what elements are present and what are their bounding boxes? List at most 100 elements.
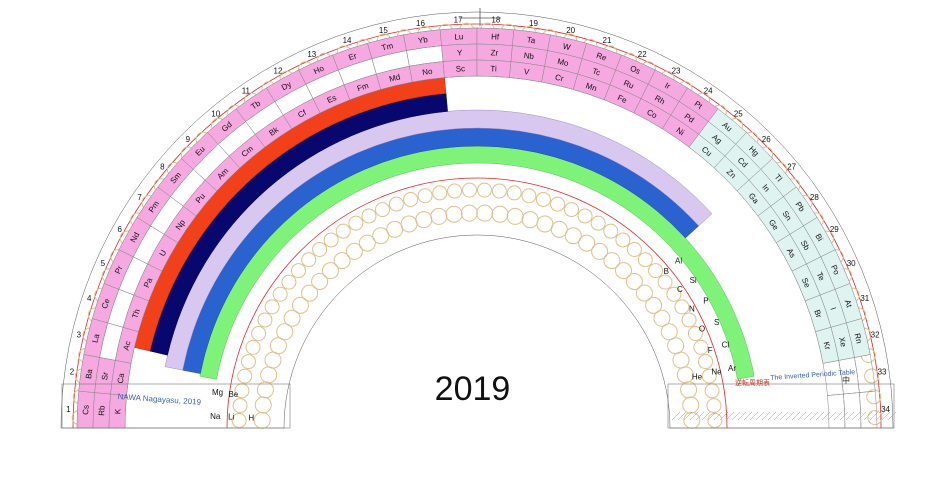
ornament-rosette <box>706 398 722 414</box>
element-symbol: Cr <box>554 73 565 84</box>
ornament-rosette <box>432 185 448 201</box>
element-symbol: C <box>677 285 683 294</box>
ornament-rosette <box>272 286 288 302</box>
hatch-line <box>809 411 819 421</box>
element-symbol: W <box>562 42 572 53</box>
hatch-line <box>773 411 783 421</box>
ornament-rosette <box>653 309 671 327</box>
group-number: 15 <box>379 26 388 35</box>
ornament-rosette <box>358 234 376 252</box>
ornament-rosette <box>578 234 596 252</box>
group-number: 5 <box>101 259 106 268</box>
hatch-line <box>755 411 765 421</box>
ornament-rosette <box>254 396 272 414</box>
element-symbol: Os <box>629 64 642 76</box>
hatch-line <box>779 411 789 421</box>
ornament-rosette <box>264 299 280 315</box>
ornament-rosette <box>388 196 404 212</box>
element-symbol: Cs <box>81 405 90 415</box>
element-symbol: As <box>785 247 797 260</box>
ornament-rosette <box>491 205 509 223</box>
ornament-rosette <box>445 205 463 223</box>
element-symbol: Mg <box>212 388 223 397</box>
group-number: 26 <box>762 135 771 144</box>
group-number: 4 <box>87 294 92 303</box>
element-symbol: Yb <box>417 35 428 45</box>
element-symbol: In <box>760 183 771 194</box>
element-cell <box>110 360 132 396</box>
element-symbol: La <box>90 332 101 343</box>
ornament-rosette <box>866 389 882 405</box>
hatch-line <box>833 411 843 421</box>
element-symbol: F <box>708 346 713 355</box>
element-symbol: Zr <box>490 48 498 57</box>
hatch-line <box>863 411 873 421</box>
ornament-rosette <box>707 413 723 429</box>
element-symbol: Na <box>210 412 221 421</box>
element-symbol: Ne <box>711 368 722 377</box>
element-symbol: Sc <box>456 64 466 73</box>
hatch-line <box>719 411 729 421</box>
hatch-line <box>695 411 705 421</box>
element-symbol: K <box>113 408 122 414</box>
element-symbol: Tl <box>773 172 784 183</box>
element-symbol: Tm <box>381 41 395 52</box>
element-symbol: Hf <box>491 32 500 41</box>
ornament-rosette <box>283 309 301 327</box>
element-symbol: B <box>664 267 669 276</box>
element-symbol: Dy <box>280 80 293 93</box>
hatch-line <box>785 411 795 421</box>
ornament-rosette <box>321 262 339 280</box>
ornament-rosette <box>550 196 566 212</box>
hatch-line <box>737 411 747 421</box>
ornament-rosette <box>506 185 522 201</box>
element-symbol: Sb <box>799 239 812 252</box>
hatch-line <box>797 411 807 421</box>
ornament-rosette <box>281 274 297 290</box>
ornament-rosette <box>251 325 267 341</box>
ornament-rosette <box>312 241 328 257</box>
element-symbol: S <box>714 318 719 327</box>
element-symbol: Ce <box>100 297 112 310</box>
base-left <box>61 383 291 429</box>
hatch-line <box>869 411 879 421</box>
group-number: 23 <box>672 67 681 76</box>
table-title-jp: 逆転周期表 <box>735 379 770 387</box>
element-symbol: Ca <box>116 372 126 384</box>
ornament-rosette <box>590 215 606 231</box>
ornament-rosette <box>603 223 619 239</box>
ornament-rosette <box>232 398 248 414</box>
hatch-line <box>683 411 693 421</box>
ornament-rosette <box>253 411 271 429</box>
element-symbol: Y <box>457 48 463 57</box>
ornament-rosette <box>491 183 507 199</box>
group-number: 22 <box>638 50 647 59</box>
element-symbol: Nb <box>523 51 535 61</box>
element-symbol: Tc <box>591 66 601 77</box>
hatch-line <box>677 411 687 421</box>
ornament-rosette <box>348 215 364 231</box>
element-symbol: U <box>158 248 169 258</box>
ornament-rosette <box>417 188 433 204</box>
ornament-rosette <box>460 204 478 222</box>
element-symbol: Re <box>595 51 608 63</box>
element-symbol: Rn <box>853 332 864 344</box>
hatch-line <box>839 411 849 421</box>
hatch-line <box>791 411 801 421</box>
ornament-rosette <box>240 354 256 370</box>
element-symbol: Rh <box>653 94 666 107</box>
ornament-rosette <box>687 325 703 341</box>
ornament-rosette <box>657 274 673 290</box>
hatch-line <box>743 411 753 421</box>
ornament-rosette <box>374 202 390 218</box>
ornament-rosette <box>626 241 642 257</box>
ornament-rosette <box>372 227 390 245</box>
hatch-line <box>821 411 831 421</box>
ornament-rosette <box>564 202 580 218</box>
element-symbol: Ar <box>728 364 736 373</box>
element-symbol: I <box>828 306 837 311</box>
element-symbol: Ti <box>490 64 497 73</box>
group-number: 17 <box>454 15 463 24</box>
ornament-rosette <box>447 183 463 199</box>
